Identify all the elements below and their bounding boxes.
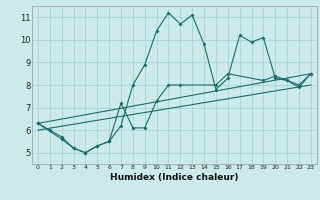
X-axis label: Humidex (Indice chaleur): Humidex (Indice chaleur): [110, 173, 239, 182]
